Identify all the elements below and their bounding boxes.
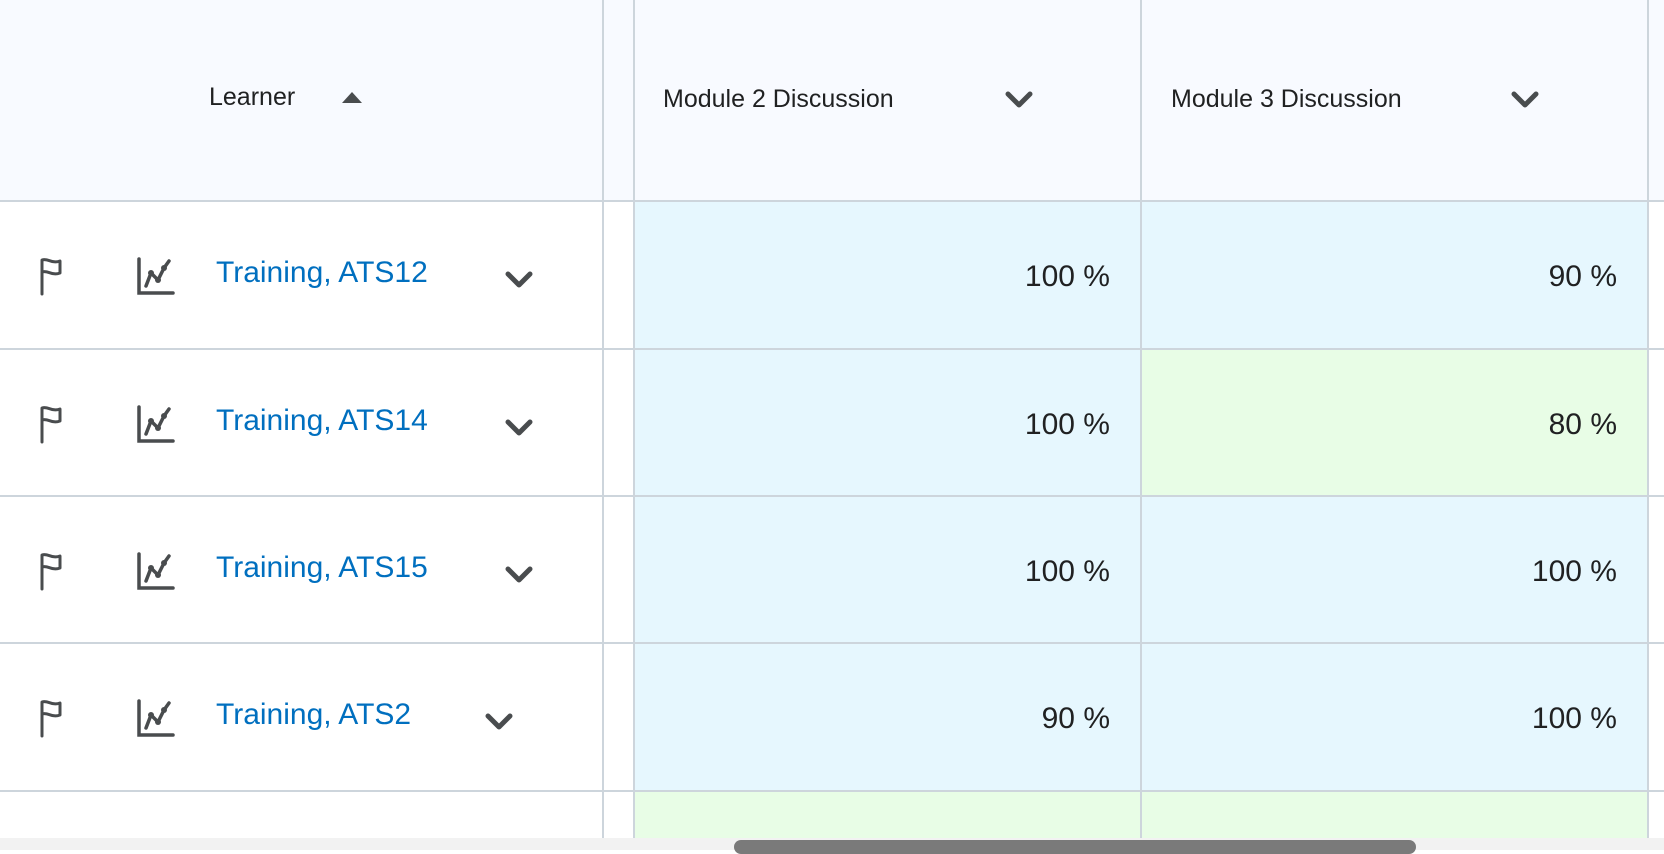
grade-value: 100 % bbox=[1024, 260, 1110, 293]
column-header-module-3: Module 3 Discussion bbox=[1171, 85, 1402, 113]
column-divider bbox=[602, 0, 604, 838]
grade-value: 90 % bbox=[1041, 702, 1110, 735]
grade-cell[interactable] bbox=[1141, 202, 1648, 350]
grade-value: 100 % bbox=[1531, 702, 1617, 735]
row-divider bbox=[0, 348, 1664, 350]
flag-icon[interactable] bbox=[38, 256, 68, 296]
grade-cell[interactable] bbox=[1141, 350, 1648, 497]
user-progress-icon[interactable] bbox=[136, 404, 176, 444]
grade-value: 100 % bbox=[1024, 407, 1110, 441]
grade-cell[interactable] bbox=[634, 350, 1141, 497]
grade-cell[interactable] bbox=[1141, 792, 1648, 838]
sort-ascending-icon[interactable] bbox=[340, 90, 364, 104]
chevron-down-icon[interactable] bbox=[504, 418, 534, 438]
grade-value: 90 % bbox=[1548, 260, 1617, 293]
learner-name-link[interactable]: Training, ATS2 bbox=[216, 698, 412, 731]
learner-name-link[interactable]: Training, ATS12 bbox=[216, 256, 428, 289]
column-divider bbox=[633, 0, 635, 838]
column-header-module-2: Module 2 Discussion bbox=[663, 85, 894, 113]
row-divider bbox=[0, 642, 1664, 644]
chevron-down-icon[interactable] bbox=[504, 270, 534, 290]
row-divider bbox=[0, 495, 1664, 497]
grade-cell[interactable] bbox=[634, 497, 1141, 644]
grade-cell[interactable] bbox=[634, 644, 1141, 792]
grade-value: 100 % bbox=[1531, 554, 1617, 588]
grades-table-header bbox=[0, 0, 1664, 202]
flag-icon[interactable] bbox=[38, 698, 68, 738]
user-progress-icon[interactable] bbox=[136, 551, 176, 591]
chevron-down-icon[interactable] bbox=[1510, 90, 1540, 110]
chevron-down-icon[interactable] bbox=[504, 565, 534, 585]
scrollbar-thumb[interactable] bbox=[734, 840, 1416, 854]
grade-cell[interactable] bbox=[634, 792, 1141, 838]
column-divider bbox=[1647, 0, 1649, 838]
learner-name-link[interactable]: Training, ATS15 bbox=[216, 550, 428, 584]
column-divider bbox=[1140, 0, 1142, 838]
chevron-down-icon[interactable] bbox=[484, 712, 514, 732]
chevron-down-icon[interactable] bbox=[1004, 90, 1034, 110]
row-divider bbox=[0, 790, 1664, 792]
user-progress-icon[interactable] bbox=[136, 698, 176, 738]
grade-cell[interactable] bbox=[1141, 497, 1648, 644]
learner-name-link[interactable]: Training, ATS14 bbox=[216, 403, 428, 437]
grade-cell[interactable] bbox=[1141, 644, 1648, 792]
grade-value: 100 % bbox=[1024, 554, 1110, 588]
learner-column-header[interactable]: Learner bbox=[209, 83, 296, 111]
flag-icon[interactable] bbox=[38, 404, 68, 444]
user-progress-icon[interactable] bbox=[136, 256, 176, 296]
flag-icon[interactable] bbox=[38, 551, 68, 591]
grade-cell[interactable] bbox=[634, 202, 1141, 350]
grade-value: 80 % bbox=[1548, 407, 1617, 441]
